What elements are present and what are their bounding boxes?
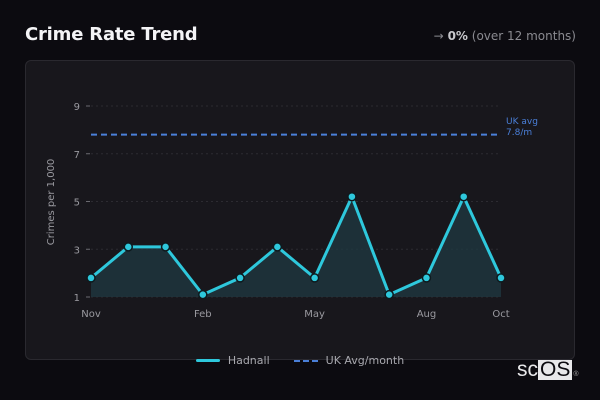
chart-card <box>25 60 575 360</box>
data-point[interactable] <box>458 191 469 202</box>
legend-label: UK Avg/month <box>325 354 405 367</box>
legend-item-uk-avg[interactable]: UK Avg/month <box>293 354 405 367</box>
scos-logo: sc OS ® <box>517 358 579 382</box>
data-point[interactable] <box>347 191 357 202</box>
data-point[interactable] <box>384 289 394 300</box>
x-tick-label: Oct <box>492 309 509 320</box>
data-point[interactable] <box>421 273 432 283</box>
data-point[interactable] <box>160 242 171 252</box>
trend-change-period: (over 12 months) <box>471 29 576 43</box>
data-point[interactable] <box>272 242 283 252</box>
y-tick-label: 9 <box>74 102 80 113</box>
y-axis-label: Crimes per 1,000 <box>46 159 57 246</box>
y-tick-label: 1 <box>74 293 80 304</box>
trend-change: → 0% (over 12 months) <box>434 29 576 43</box>
data-point[interactable] <box>496 273 506 283</box>
x-tick-label: Feb <box>194 309 212 320</box>
data-point[interactable] <box>86 273 96 283</box>
uk-avg-annotation-line1: UK avg <box>506 117 538 127</box>
legend-label: Hadnall <box>227 354 270 367</box>
x-tick-label: Nov <box>81 309 101 320</box>
registered-mark-icon: ® <box>573 371 579 378</box>
page-title: Crime Rate Trend <box>25 24 198 45</box>
y-tick-label: 5 <box>74 198 80 209</box>
logo-highlight: OS <box>538 358 573 381</box>
y-axis: 1 3 5 7 9 <box>74 102 90 304</box>
y-tick-label: 7 <box>74 150 80 161</box>
trend-arrow-icon: → <box>433 29 444 43</box>
x-tick-label: Aug <box>417 309 437 320</box>
data-point[interactable] <box>309 273 320 283</box>
dashed-line-swatch-icon <box>293 359 318 362</box>
y-tick-label: 3 <box>74 245 80 256</box>
x-axis: Nov Feb May Aug Oct <box>81 309 509 320</box>
logo-prefix: sc <box>517 358 538 381</box>
data-point[interactable] <box>198 289 208 300</box>
hadnall-points <box>86 191 506 300</box>
data-point[interactable] <box>123 242 134 252</box>
hadnall-line <box>90 195 503 297</box>
x-tick-label: May <box>304 309 325 320</box>
uk-avg-annotation-line2: 7.8/m <box>506 128 532 138</box>
chart-legend: Hadnall UK Avg/month <box>0 354 600 367</box>
solid-line-swatch-icon <box>195 359 220 362</box>
trend-change-value: 0% <box>447 29 468 43</box>
legend-item-hadnall[interactable]: Hadnall <box>195 354 270 367</box>
data-point[interactable] <box>235 273 245 283</box>
